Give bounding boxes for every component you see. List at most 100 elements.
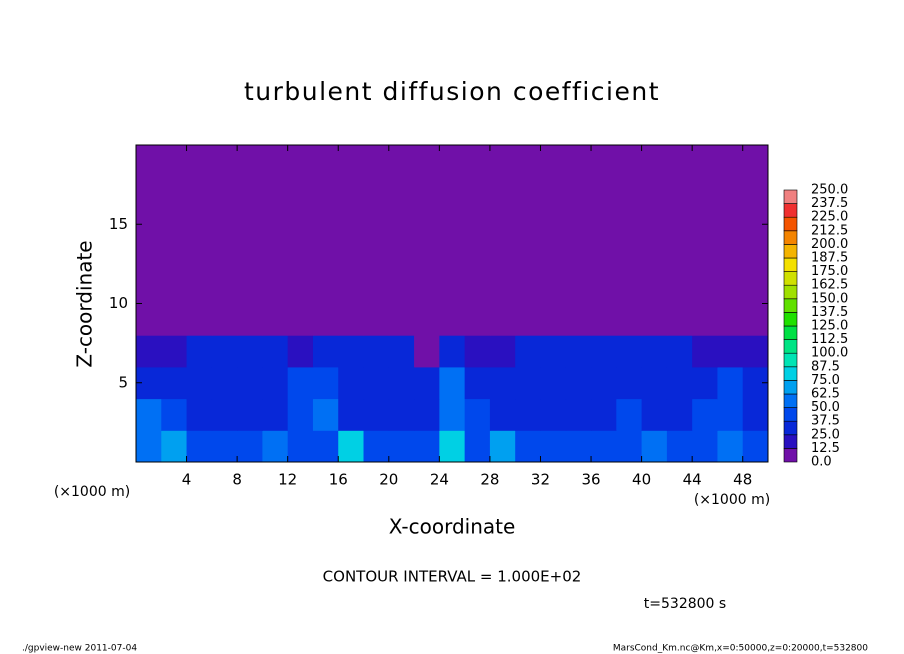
heat-cell <box>666 335 693 368</box>
heat-cell <box>414 398 440 431</box>
x-unit: (×1000 m) <box>694 492 770 508</box>
heat-cell <box>363 366 390 400</box>
heat-cell <box>464 335 491 368</box>
colorbar-label: 250.0 <box>811 183 848 198</box>
heat-cell <box>161 398 188 431</box>
heat-cell <box>591 398 617 431</box>
contour-interval: CONTOUR INTERVAL = 1.000E+02 <box>323 568 582 586</box>
colorbar-swatch <box>783 244 798 259</box>
heat-cell <box>363 430 390 463</box>
y-unit: (×1000 m) <box>54 484 130 500</box>
heat-cell <box>211 430 238 463</box>
x-tick-label: 4 <box>182 471 192 489</box>
colorbar-label: 75.0 <box>811 373 840 388</box>
colorbar-swatch <box>783 352 798 368</box>
heat-cell <box>515 398 541 431</box>
heat-cell <box>186 335 213 368</box>
heat-cell <box>616 430 643 463</box>
heat-cell <box>287 145 314 336</box>
heat-cell <box>237 145 263 336</box>
heat-cell <box>692 335 718 368</box>
x-tick-label: 8 <box>232 471 242 489</box>
heat-cell <box>211 335 238 368</box>
heat-cell <box>186 430 213 463</box>
heat-cell <box>312 398 339 431</box>
heat-cell <box>717 398 744 431</box>
heat-cell <box>616 145 643 336</box>
colorbar-label: 162.5 <box>811 278 848 293</box>
colorbar-label: 25.0 <box>811 427 840 442</box>
heat-cell <box>312 145 339 336</box>
heat-cell <box>287 398 314 431</box>
heat-cell <box>565 145 592 336</box>
colorbar-label: 0.0 <box>811 455 832 470</box>
colorbar-swatch <box>783 380 798 395</box>
heat-cell <box>742 430 769 463</box>
heat-cell <box>692 430 718 463</box>
colorbar-swatch <box>783 312 798 327</box>
heat-cell <box>565 335 592 368</box>
colorbar-label: 87.5 <box>811 359 840 374</box>
x-tick-label: 28 <box>480 471 499 489</box>
heat-cell <box>287 335 314 368</box>
heat-cell <box>464 430 491 463</box>
heat-cell <box>439 398 466 431</box>
heat-cell <box>540 366 567 400</box>
heat-cell <box>136 145 162 336</box>
x-tick-label: 32 <box>531 471 550 489</box>
heat-cell <box>565 366 592 400</box>
heat-cell <box>591 335 617 368</box>
heat-cell <box>312 335 339 368</box>
colorbar-label: 187.5 <box>811 251 848 266</box>
heat-cell <box>237 366 263 400</box>
heat-cell <box>388 335 415 368</box>
colorbar-swatch <box>783 284 798 300</box>
heat-cell <box>591 430 617 463</box>
y-tick-label: 15 <box>109 215 128 233</box>
heat-cell <box>211 366 238 400</box>
heat-cell <box>591 145 617 336</box>
colorbar-label: 125.0 <box>811 319 848 334</box>
colorbar-swatch <box>783 203 798 218</box>
heat-cell <box>616 398 643 431</box>
heat-cell <box>414 430 440 463</box>
x-tick-label: 12 <box>278 471 297 489</box>
colorbar-label: 175.0 <box>811 264 848 279</box>
heat-cell <box>666 398 693 431</box>
heat-cell <box>161 335 188 368</box>
colorbar-swatch <box>783 393 798 408</box>
colorbar-swatch <box>783 448 798 463</box>
heat-cell <box>616 335 643 368</box>
footer-right: MarsCond_Km.nc@Km,x=0:50000,z=0:20000,t=… <box>613 644 868 654</box>
heat-cell <box>161 366 188 400</box>
colorbar-label: 137.5 <box>811 305 848 320</box>
colorbar-label: 237.5 <box>811 196 848 211</box>
heat-cell <box>540 145 567 336</box>
heat-cell <box>540 335 567 368</box>
x-tick-label: 16 <box>329 471 348 489</box>
colorbar-swatch <box>783 420 798 436</box>
x-tick-label: 44 <box>683 471 702 489</box>
heat-cell <box>666 430 693 463</box>
heat-cell <box>262 145 289 336</box>
colorbar-label: 112.5 <box>811 332 848 347</box>
heat-cell <box>363 145 390 336</box>
colorbar-label: 200.0 <box>811 237 848 252</box>
heat-cell <box>338 430 365 463</box>
heat-cell <box>717 366 744 400</box>
colorbar-swatch <box>783 325 798 340</box>
footer-left: ./gpview-new 2011-07-04 <box>22 644 137 654</box>
colorbar-swatch <box>783 407 798 422</box>
heat-cell <box>388 430 415 463</box>
heat-cell <box>338 145 365 336</box>
heat-cell <box>641 335 668 368</box>
heat-cell <box>136 398 162 431</box>
heat-cell <box>287 366 314 400</box>
heat-cell <box>388 145 415 336</box>
colorbar-label: 50.0 <box>811 400 840 415</box>
heat-cell <box>717 335 744 368</box>
colorbar-swatch <box>783 366 798 381</box>
x-tick-label: 48 <box>733 471 752 489</box>
heat-cell <box>742 335 769 368</box>
